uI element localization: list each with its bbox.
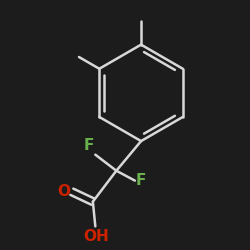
Text: F: F — [136, 173, 146, 188]
Text: O: O — [57, 184, 70, 199]
Text: OH: OH — [84, 229, 110, 244]
Text: F: F — [84, 138, 94, 154]
